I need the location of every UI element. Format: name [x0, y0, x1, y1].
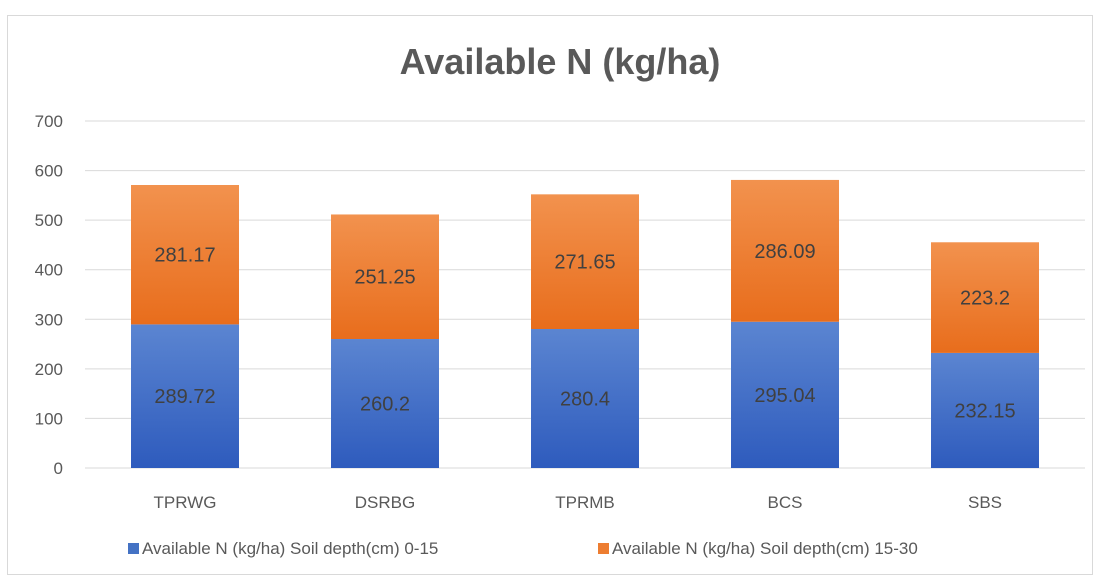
data-label: 271.65 — [554, 252, 615, 274]
y-tick-label: 0 — [54, 459, 63, 478]
bar-depth-0-15-bcs — [731, 321, 839, 468]
y-axis-tick-labels: 0 100 200 300 400 500 600 700 — [35, 112, 63, 478]
bar-depth-15-30-dsrbg — [331, 214, 439, 340]
legend: Available N (kg/ha) Soil depth(cm) 0-15 A… — [128, 539, 918, 558]
bar-depth-0-15-sbs — [931, 352, 1039, 468]
y-tick-label: 600 — [35, 162, 63, 181]
x-tick-label: TPRMB — [555, 493, 615, 512]
y-tick-label: 300 — [35, 310, 63, 329]
bar-depth-15-30-tprwg — [131, 185, 239, 325]
legend-label: Available N (kg/ha) Soil depth(cm) 0-15 — [142, 539, 438, 558]
data-label: 289.72 — [154, 386, 215, 408]
legend-swatch — [598, 543, 609, 554]
x-axis-tick-labels: TPRWG DSRBG TPRMB BCS SBS — [154, 493, 1003, 512]
data-label: 251.25 — [354, 267, 415, 289]
data-label: 286.09 — [754, 241, 815, 263]
y-tick-label: 400 — [35, 261, 63, 280]
data-label: 280.4 — [560, 389, 610, 411]
chart-title: Available N (kg/ha) — [400, 41, 721, 82]
data-label: 281.17 — [154, 245, 215, 267]
bar-depth-0-15-tprwg — [131, 324, 239, 468]
bar-depth-15-30-tprmb — [531, 194, 639, 330]
data-label: 260.2 — [360, 394, 410, 416]
data-label: 295.04 — [754, 385, 815, 407]
bar-depth-15-30-bcs — [731, 179, 839, 322]
bars: 289.72 281.17 260.2 251.25 280.4 271.65 295.04… — [131, 179, 1039, 468]
bar-depth-15-30-sbs — [931, 242, 1039, 353]
bar-depth-0-15-tprmb — [531, 329, 639, 468]
x-tick-label: TPRWG — [154, 493, 217, 512]
legend-label: Available N (kg/ha) Soil depth(cm) 15-30 — [612, 539, 918, 558]
x-tick-label: DSRBG — [355, 493, 415, 512]
y-tick-label: 500 — [35, 211, 63, 230]
y-tick-label: 700 — [35, 112, 63, 131]
data-label: 223.2 — [960, 288, 1010, 310]
bar-depth-0-15-dsrbg — [331, 339, 439, 468]
y-tick-label: 200 — [35, 360, 63, 379]
y-tick-label: 100 — [35, 409, 63, 428]
data-label: 232.15 — [954, 400, 1015, 422]
x-tick-label: SBS — [968, 493, 1002, 512]
legend-swatch — [128, 543, 139, 554]
x-tick-label: BCS — [768, 493, 803, 512]
